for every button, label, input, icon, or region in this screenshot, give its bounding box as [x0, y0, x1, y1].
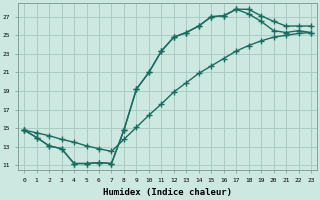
X-axis label: Humidex (Indice chaleur): Humidex (Indice chaleur): [103, 188, 232, 197]
